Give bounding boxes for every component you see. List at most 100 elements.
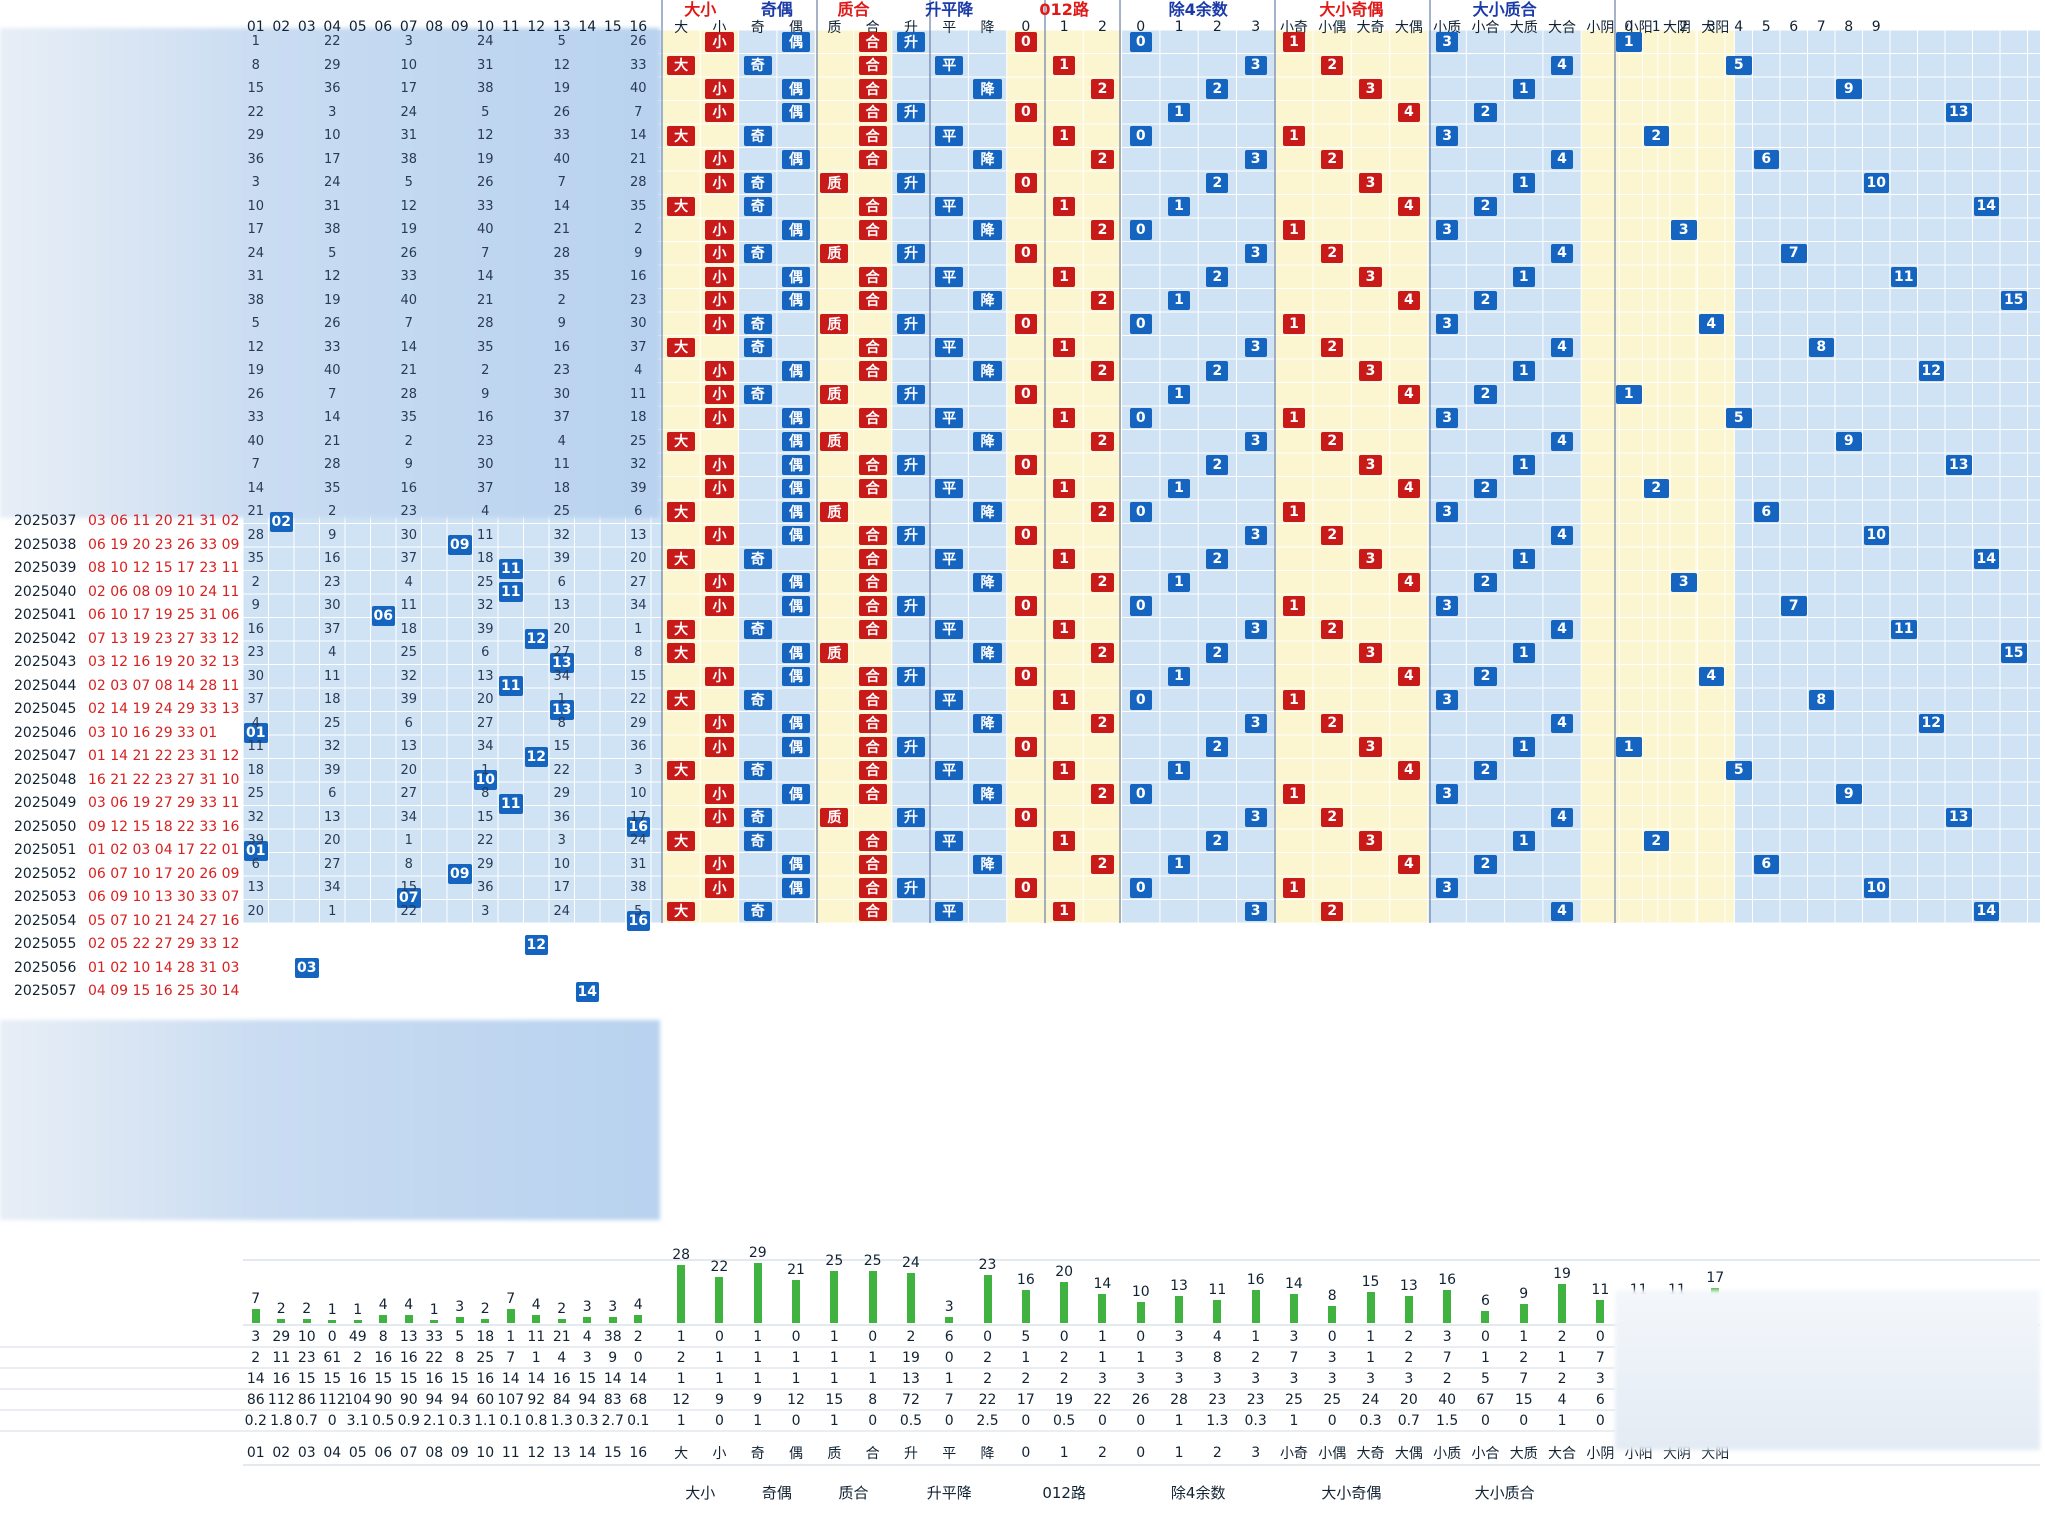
prime-size-marker: 4 xyxy=(1550,901,1574,921)
mod3-marker: 0 xyxy=(1014,666,1037,686)
omission-cell: 4 xyxy=(328,645,337,661)
trend-marker: 升 xyxy=(896,243,926,263)
mod4-marker: 0 xyxy=(1129,596,1152,616)
omission-cell: 3 xyxy=(481,903,490,919)
attr-marker: 合 xyxy=(858,831,887,851)
attr-marker: 质 xyxy=(820,384,849,404)
frequency-value: 24 xyxy=(902,1255,920,1272)
attr-marker: 质 xyxy=(820,431,849,451)
omission-cell: 10 xyxy=(629,786,647,802)
omission-cell: 28 xyxy=(400,386,418,402)
stat-cell: 0 xyxy=(1097,1413,1107,1429)
stat-cell: 3 xyxy=(1442,1329,1452,1345)
parity-size-marker: 1 xyxy=(1282,220,1306,240)
blurred-tail-stats xyxy=(1615,1290,2040,1450)
attr-marker: 合 xyxy=(858,596,887,616)
frequency-bar xyxy=(251,1308,260,1323)
omission-cell: 9 xyxy=(404,457,413,473)
omission-cell: 33 xyxy=(323,339,341,355)
attr-marker: 大 xyxy=(667,502,696,522)
mod3-marker: 0 xyxy=(1014,173,1037,193)
mod3-marker: 1 xyxy=(1053,196,1076,216)
stat-cell: 0.5 xyxy=(899,1413,923,1429)
omission-cell: 35 xyxy=(247,551,265,567)
stat-cell: 3 xyxy=(1174,1329,1184,1345)
mod3-marker: 2 xyxy=(1091,220,1114,240)
omission-cell: 33 xyxy=(476,198,494,214)
attr-marker: 小 xyxy=(705,102,734,122)
stat-cell: 5 xyxy=(1480,1371,1490,1387)
omission-cell: 27 xyxy=(629,574,647,590)
omission-cell: 18 xyxy=(400,621,418,637)
mod4-marker: 0 xyxy=(1129,220,1152,240)
blue-ball-marker: 13 xyxy=(550,699,574,720)
omission-cell: 6 xyxy=(328,786,337,802)
frequency-value: 10 xyxy=(1131,1284,1150,1301)
omission-cell: 40 xyxy=(553,151,571,167)
mod4-marker: 1 xyxy=(1167,572,1191,592)
parity-size-marker: 2 xyxy=(1321,713,1344,733)
omission-cell: 21 xyxy=(323,433,341,449)
frequency-bar xyxy=(1213,1300,1222,1323)
omission-cell: 11 xyxy=(629,386,647,402)
trend-marker: 降 xyxy=(973,572,1002,592)
mod4-marker: 1 xyxy=(1167,666,1191,686)
mod4-marker: 0 xyxy=(1129,314,1152,334)
stat-cell: 17 xyxy=(1016,1392,1035,1408)
omission-cell: 28 xyxy=(323,457,341,473)
mod3-marker: 2 xyxy=(1091,149,1114,169)
period-label: 2025043 xyxy=(14,654,77,670)
stat-cell: 7 xyxy=(944,1392,954,1408)
parity-size-marker: 2 xyxy=(1321,243,1344,263)
bottom-group-label-1: 奇偶 xyxy=(761,1483,792,1502)
frequency-value: 3 xyxy=(455,1298,465,1315)
period-label: 2025055 xyxy=(14,936,77,952)
tail-marker: 10 xyxy=(1863,878,1889,898)
stat-cell: 112 xyxy=(267,1392,295,1408)
tail-marker: 8 xyxy=(1808,337,1834,357)
tail-marker: 13 xyxy=(1946,455,1972,475)
mod3-marker: 1 xyxy=(1053,337,1076,357)
omission-cell: 1 xyxy=(557,692,566,708)
omission-cell: 16 xyxy=(323,551,341,567)
stat-cell: 23 xyxy=(297,1350,316,1366)
bottom-label: 04 xyxy=(323,1445,342,1461)
trend-marker: 平 xyxy=(935,408,964,428)
mod3-marker: 0 xyxy=(1014,102,1037,122)
attr-marker: 小 xyxy=(705,807,734,827)
prime-size-marker: 4 xyxy=(1550,337,1574,357)
draw-numbers: 03 10 16 29 33 01 xyxy=(88,724,218,741)
omission-cell: 20 xyxy=(629,551,647,567)
mod3-marker: 1 xyxy=(1053,760,1076,780)
trend-marker: 平 xyxy=(935,478,964,498)
prime-size-marker: 1 xyxy=(1512,549,1535,569)
stat-cell: 38 xyxy=(603,1329,622,1345)
omission-cell: 7 xyxy=(251,457,260,473)
frequency-value: 14 xyxy=(1093,1276,1112,1293)
stat-cell: 0.5 xyxy=(372,1413,395,1429)
mod3-marker: 1 xyxy=(1053,831,1076,851)
frequency-bar xyxy=(1443,1289,1452,1323)
attr-marker: 小 xyxy=(705,32,734,52)
bottom-label: 09 xyxy=(450,1445,469,1461)
omission-cell: 28 xyxy=(247,527,265,543)
omission-cell: 5 xyxy=(634,903,643,919)
tail-marker: 10 xyxy=(1863,173,1889,193)
frequency-bar xyxy=(634,1314,643,1323)
prime-size-marker: 2 xyxy=(1474,760,1497,780)
omission-cell: 13 xyxy=(247,880,265,896)
stat-cell: 16 xyxy=(552,1371,571,1387)
prime-size-marker: 1 xyxy=(1512,361,1535,381)
omission-cell: 39 xyxy=(553,551,571,567)
omission-cell: 17 xyxy=(629,809,647,825)
prime-size-marker: 3 xyxy=(1436,126,1459,146)
parity-size-marker: 3 xyxy=(1359,361,1382,381)
mod4-marker: 2 xyxy=(1206,549,1229,569)
attr-marker: 偶 xyxy=(781,267,811,287)
omission-cell: 18 xyxy=(629,410,647,426)
frequency-value: 16 xyxy=(1438,1271,1457,1288)
omission-cell: 18 xyxy=(553,480,571,496)
stat-cell: 1 xyxy=(829,1371,839,1387)
sub-header-24: 小阴 xyxy=(1586,20,1615,36)
